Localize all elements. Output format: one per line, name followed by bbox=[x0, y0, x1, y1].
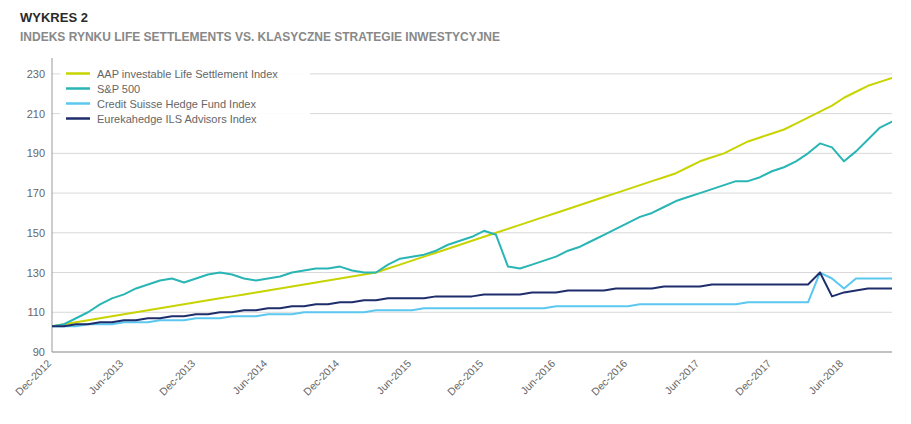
x-tick-label: Jun-2018 bbox=[806, 357, 846, 397]
x-tick-label: Dec-2014 bbox=[301, 357, 342, 398]
y-tick-label: 230 bbox=[27, 68, 45, 80]
series-line bbox=[52, 273, 892, 327]
grid-line bbox=[52, 312, 892, 313]
chart: WYKRES 2 INDEKS RYNKU LIFE SETTLEMENTS VS… bbox=[0, 0, 911, 424]
x-tick-label: Dec-2012 bbox=[13, 357, 54, 398]
title: WYKRES 2 bbox=[20, 10, 88, 25]
x-tick-label: Dec-2015 bbox=[445, 357, 486, 398]
legend-swatch bbox=[66, 87, 90, 90]
y-tick-label: 210 bbox=[27, 108, 45, 120]
x-tick-label: Jun-2017 bbox=[662, 357, 702, 397]
legend-label: S&P 500 bbox=[97, 83, 140, 95]
x-tick-label: Dec-2016 bbox=[589, 357, 630, 398]
grid-line bbox=[52, 272, 892, 273]
x-tick-label: Dec-2013 bbox=[157, 357, 198, 398]
x-axis-line bbox=[52, 352, 892, 353]
grid-line bbox=[52, 352, 892, 353]
y-tick-label: 130 bbox=[27, 267, 45, 279]
x-tick-label: Jun-2013 bbox=[86, 357, 126, 397]
legend-swatch bbox=[66, 102, 90, 105]
series-line bbox=[52, 122, 892, 327]
grid-line bbox=[52, 193, 892, 194]
legend: AAP investable Life Settlement Index S&P … bbox=[60, 62, 310, 128]
legend-swatch bbox=[66, 117, 90, 120]
grid-line bbox=[52, 153, 892, 154]
y-tick-label: 190 bbox=[27, 147, 45, 159]
axes: 90 110 130 150 170 190 210 230 Dec-2012 Jun-2013 D… bbox=[13, 58, 892, 398]
y-tick-label: 110 bbox=[27, 306, 45, 318]
legend-swatch bbox=[66, 72, 90, 75]
legend-label: Eurekahedge ILS Advisors Index bbox=[97, 113, 257, 125]
x-tick-label: Jun-2014 bbox=[230, 357, 270, 397]
x-tick-label: Jun-2015 bbox=[374, 357, 414, 397]
series-group bbox=[52, 78, 892, 326]
grid-line bbox=[52, 232, 892, 233]
y-axis-line bbox=[52, 58, 53, 352]
legend-background bbox=[60, 62, 310, 128]
y-tick-label: 170 bbox=[27, 187, 45, 199]
x-tick-label: Dec-2017 bbox=[733, 357, 774, 398]
series-line bbox=[52, 273, 892, 327]
series-line bbox=[52, 78, 892, 326]
x-tick-label: Jun-2016 bbox=[518, 357, 558, 397]
y-tick-label: 90 bbox=[33, 346, 45, 358]
y-tick-label: 150 bbox=[27, 227, 45, 239]
legend-label: Credit Suisse Hedge Fund Index bbox=[97, 98, 256, 110]
legend-label: AAP investable Life Settlement Index bbox=[97, 68, 278, 80]
subtitle: INDEKS RYNKU LIFE SETTLEMENTS VS. KLASYC… bbox=[20, 30, 500, 44]
grid bbox=[52, 74, 892, 352]
